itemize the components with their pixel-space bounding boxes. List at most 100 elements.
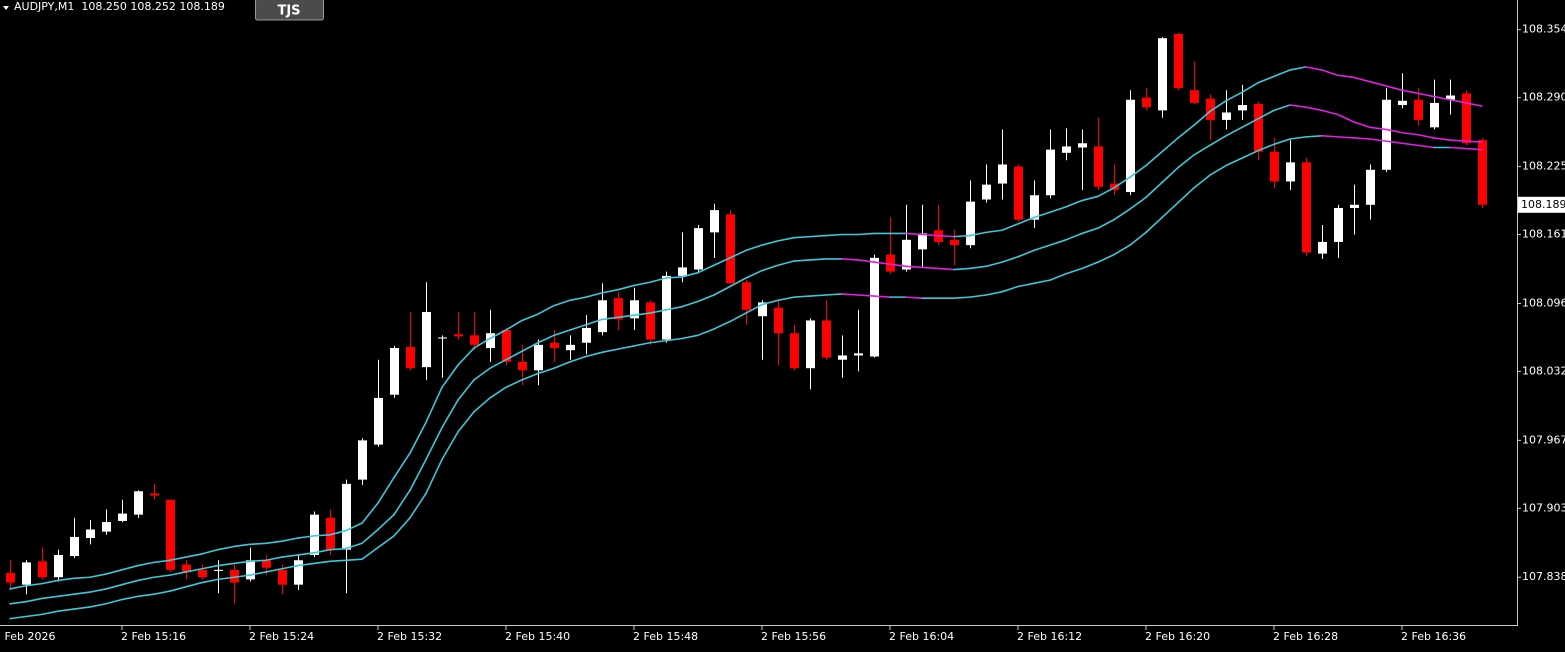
envelope-segment [985,229,1003,234]
envelope-segment [1161,137,1179,153]
envelope-segment [1289,104,1307,108]
candle-body [1302,162,1311,253]
candle-body [22,562,31,585]
envelope-segment [1209,135,1227,147]
envelope-segment [601,316,619,321]
envelope-segment [1417,144,1435,149]
envelope-segment [25,597,43,603]
envelope-segment [73,591,91,596]
candle-body [406,346,415,369]
envelope-segment [121,579,139,586]
candle-body [6,573,15,583]
envelope-segment [1417,133,1435,139]
envelope-segment [217,562,235,567]
envelope-segment [457,410,475,433]
envelope-segment [1193,110,1211,127]
envelope-segment [1385,140,1403,145]
envelope-segment [297,535,315,539]
candle-body [342,483,351,550]
envelope-segment [361,546,379,561]
envelope-segment [1353,137,1371,140]
envelope-segment [777,296,795,302]
candle-body [438,337,447,339]
envelope-segment [537,334,555,344]
tjs-button-label[interactable]: TJS [277,4,300,19]
candle-body [198,569,207,578]
x-tick-label: 2 Feb 15:16 [121,630,186,643]
candle-body [166,499,175,570]
candle-body [822,320,831,358]
envelope-segment [969,294,987,298]
envelope-segment [521,341,539,353]
envelope-segment [1065,267,1083,275]
envelope-segment [1225,157,1243,167]
candle-body [614,298,623,320]
envelope-segment [1321,135,1339,138]
envelope-segment [553,329,571,337]
envelope-segment [89,573,107,579]
envelope-segment [537,367,555,375]
envelope-segment [41,595,59,600]
envelope-segment [953,267,971,271]
candle-body [1190,90,1199,103]
envelope-segment [713,320,731,330]
envelope-segment [425,426,443,461]
envelope-segment [249,559,267,563]
envelope-segment [1433,95,1451,101]
envelope-segment [1273,69,1291,78]
candle-body [294,560,303,585]
candle-body [422,311,431,368]
envelope-segment [409,492,427,519]
envelope-segment [1161,166,1179,184]
envelope-segment [905,265,923,269]
envelope-segment [921,233,939,237]
x-tick-label: 2 Feb 16:12 [1017,630,1082,643]
envelope-segment [505,379,523,389]
candle-body [1350,204,1359,208]
envelope-segment [633,281,651,287]
envelope-segment [185,567,203,573]
envelope-segment [233,560,251,565]
envelope-segment [1369,126,1387,131]
envelope-segment [1161,201,1179,219]
candle-body [1158,38,1167,111]
envelope-segment [1449,139,1467,142]
envelope-segment [1001,255,1019,263]
x-date-label: 2 Feb 2026 [0,630,55,643]
envelope-segment [809,234,827,238]
envelope-segment [1193,144,1211,156]
envelope-segment [1177,154,1195,169]
candle-body [598,300,607,333]
envelope-segment [281,554,299,558]
x-tick-label: 2 Feb 15:24 [249,630,314,643]
envelope-segment [153,559,171,564]
envelope-segment [569,323,587,331]
envelope-segment [585,318,603,326]
envelope-segment [345,542,363,550]
candle-body [1142,97,1151,108]
x-tick-label: 2 Feb 16:36 [1401,630,1466,643]
envelope-segment [1033,244,1051,252]
envelope-segment [889,263,907,268]
envelope-segment [425,458,443,495]
envelope-segment [1321,69,1339,77]
candle-body [358,440,367,480]
tjs-button[interactable] [255,0,324,21]
x-tick-label: 2 Feb 15:40 [505,630,570,643]
envelope-segment [681,271,699,278]
candle-body [886,254,895,272]
envelope-segment [1385,128,1403,134]
envelope-segment [393,489,411,516]
y-tick-label: 107.838 [1522,570,1565,583]
candle-body [998,164,1007,184]
candle-body [86,529,95,538]
envelope-segment [729,277,747,288]
candle-body [310,514,319,555]
envelope-segment [73,606,91,610]
envelope-segment [1401,142,1419,147]
candle-body [230,569,239,583]
candle-body [566,344,575,351]
envelope-segment [9,615,27,620]
envelope-segment [489,386,507,399]
envelope-segment [1305,106,1323,112]
